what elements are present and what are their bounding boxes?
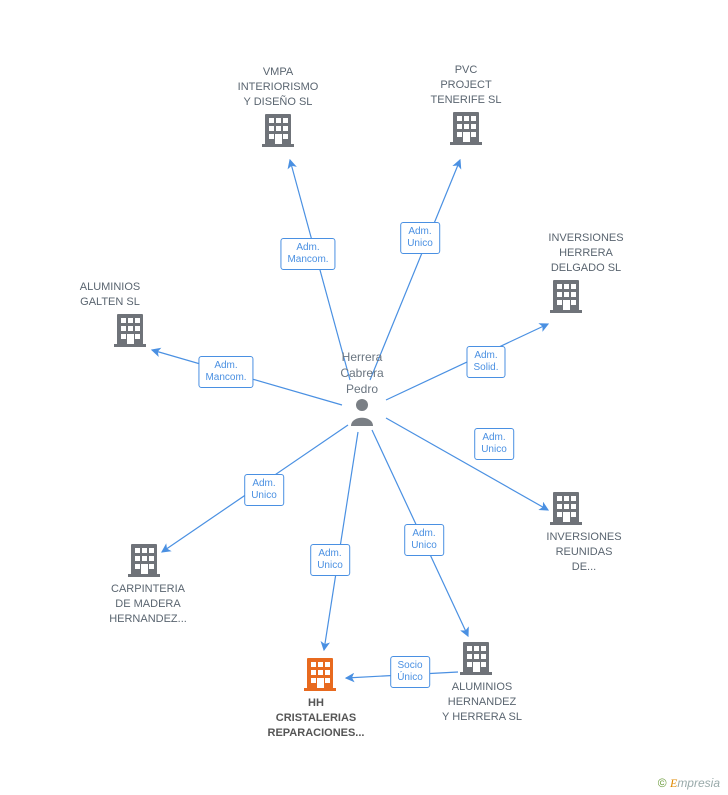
company-node: ALUMINIOS GALTEN SL [50,278,170,310]
company-node-label: INVERSIONES REUNIDAS DE... [524,530,644,575]
company-node-label: INVERSIONES HERRERA DELGADO SL [526,231,646,276]
company-node: CARPINTERIA DE MADERA HERNANDEZ... [88,580,208,627]
edge-label: Adm. Unico [310,544,350,576]
company-node: INVERSIONES HERRERA DELGADO SL [526,229,646,276]
building-icon [262,114,294,147]
building-icon [460,642,492,675]
company-node: VMPA INTERIORISMO Y DISEÑO SL [218,63,338,110]
copyright-symbol: © [658,776,667,790]
edge-label: Adm. Unico [244,474,284,506]
company-node-label: HH CRISTALERIAS REPARACIONES... [256,696,376,741]
edge-line [290,160,350,380]
company-node: PVC PROJECT TENERIFE SL [406,61,526,108]
person-icon [351,399,373,426]
company-node-label: VMPA INTERIORISMO Y DISEÑO SL [218,65,338,110]
edge-line [386,418,548,510]
company-node: HH CRISTALERIAS REPARACIONES... [256,694,376,741]
company-node-label: PVC PROJECT TENERIFE SL [406,63,526,108]
center-node-label: Herrera Cabrera Pedro [302,349,422,398]
building-icon [114,314,146,347]
building-icon [450,112,482,145]
company-node-label: CARPINTERIA DE MADERA HERNANDEZ... [88,582,208,627]
company-node: ALUMINIOS HERNANDEZ Y HERRERA SL [422,678,542,725]
edge-label: Adm. Unico [400,222,440,254]
company-node-label: ALUMINIOS HERNANDEZ Y HERRERA SL [422,680,542,725]
edge-label: Adm. Unico [404,524,444,556]
edge-line [324,432,358,650]
building-icon [304,658,336,691]
company-node-label: ALUMINIOS GALTEN SL [50,280,170,310]
edge-label: Adm. Unico [474,428,514,460]
building-icon [550,280,582,313]
edge-label: Adm. Mancom. [280,238,335,270]
center-node: Herrera Cabrera Pedro [302,349,422,400]
building-icon [550,492,582,525]
edge-label: Adm. Solid. [466,346,505,378]
edge-label: Adm. Mancom. [198,356,253,388]
building-icon [128,544,160,577]
credit-line: © Empresia [658,776,720,791]
edge-line [370,160,460,380]
brand-rest: mpresia [677,776,720,790]
company-node: INVERSIONES REUNIDAS DE... [524,528,644,575]
